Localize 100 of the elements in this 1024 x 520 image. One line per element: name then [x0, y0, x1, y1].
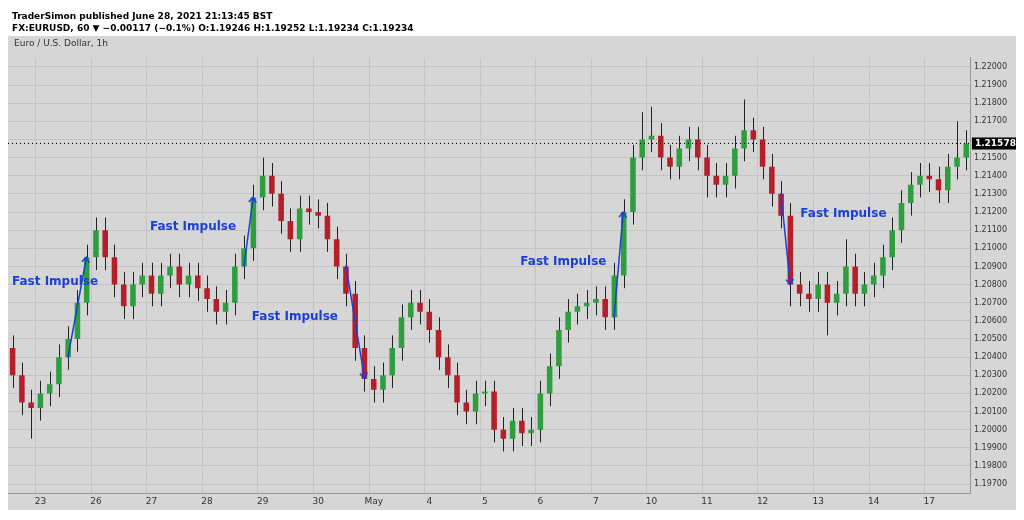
- candlestick: [204, 275, 210, 313]
- x-tick-label: 14: [867, 495, 880, 506]
- candlestick: [222, 289, 229, 325]
- y-tick-label: 1.22000: [973, 61, 1008, 71]
- candlestick: [176, 253, 183, 298]
- x-tick-label: 27: [145, 495, 158, 506]
- candlestick: [695, 126, 701, 171]
- ref-line-label: 1.21578: [974, 137, 1016, 148]
- candlestick: [157, 262, 164, 307]
- annotation: Fast Impulse: [251, 308, 338, 323]
- candlestick: [426, 298, 433, 344]
- candlestick: [574, 293, 581, 325]
- candlestick: [704, 144, 710, 198]
- x-tick-label: 7: [593, 495, 599, 506]
- annotation: Fast Impulse: [800, 205, 887, 220]
- candlestick: [796, 271, 803, 307]
- y-tick-label: 1.19800: [973, 461, 1008, 471]
- x-tick-label: 10: [645, 495, 658, 506]
- y-tick-label: 1.20700: [973, 297, 1008, 307]
- candlestick: [380, 362, 386, 403]
- candlestick: [565, 298, 571, 344]
- y-tick-label: 1.19900: [973, 442, 1008, 452]
- annotation: Fast Impulse: [149, 218, 237, 233]
- chart-title: Euro / U.S. Dollar, 1h: [13, 37, 109, 50]
- candlestick: [195, 262, 201, 302]
- candlestick: [130, 271, 136, 320]
- candlestick: [861, 271, 868, 307]
- candlestick: [935, 166, 942, 204]
- candlestick: [167, 253, 173, 289]
- x-tick-label: 13: [812, 495, 824, 506]
- x-tick-label: 6: [537, 495, 544, 506]
- candlestick: [676, 135, 683, 180]
- x-tick-label: 23: [34, 495, 47, 506]
- candlestick: [528, 416, 534, 447]
- x-tick-label: 12: [756, 495, 769, 506]
- y-tick-label: 1.21100: [973, 225, 1008, 235]
- candlestick: [139, 262, 146, 298]
- candlestick: [46, 371, 53, 407]
- candlestick: [944, 153, 951, 204]
- candlestick: [639, 111, 646, 171]
- y-tick-label: 1.20400: [973, 352, 1008, 362]
- candlestick: [750, 117, 757, 153]
- candlestick: [306, 195, 312, 226]
- candlestick: [185, 262, 192, 298]
- y-tick-label: 1.20300: [973, 370, 1008, 380]
- candlestick: [685, 126, 692, 162]
- candlestick: [213, 285, 220, 325]
- candlestick: [472, 380, 479, 425]
- y-tick-label: 1.21400: [973, 170, 1008, 180]
- candlestick: [667, 144, 673, 180]
- y-tick-label: 1.20900: [973, 261, 1008, 271]
- candlestick: [593, 285, 599, 316]
- chart-subtitle: FX:EURUSD, 60 ▼ −0.00117 (−0.1%) O:1.19246 H:1.19252 L:1.19234 C:1.19234: [12, 22, 415, 34]
- y-tick-label: 1.20600: [973, 315, 1008, 325]
- candlestick: [315, 198, 321, 229]
- x-tick-label: 17: [923, 495, 935, 506]
- candlestick: [963, 129, 970, 171]
- y-tick-label: 1.19700: [973, 479, 1008, 489]
- y-tick-label: 1.21300: [973, 188, 1008, 198]
- candlestick: [602, 285, 608, 331]
- candlestick: [722, 162, 729, 198]
- candlestick: [907, 171, 914, 217]
- y-tick-label: 1.20800: [973, 279, 1008, 289]
- candlestick: [500, 416, 507, 452]
- candlestick: [657, 122, 664, 171]
- candlestick: [519, 407, 525, 447]
- text: TraderSimon published June 28, 2021 21:13:45 BST: [12, 10, 274, 22]
- y-tick-label: 1.21900: [973, 80, 1008, 90]
- candlestick: [926, 162, 933, 193]
- candlestick: [28, 389, 34, 440]
- candlestick: [815, 271, 821, 313]
- annotation: Fast Impulse: [520, 254, 607, 269]
- candlestick: [407, 289, 414, 331]
- candlestick: [269, 162, 275, 208]
- candlestick: [870, 262, 877, 298]
- candlestick: [954, 120, 960, 180]
- candlestick: [417, 289, 423, 325]
- y-tick-label: 1.21500: [973, 152, 1008, 162]
- y-tick-label: 1.20100: [973, 406, 1008, 416]
- y-tick-label: 1.21800: [973, 98, 1008, 108]
- x-tick-label: 30: [312, 495, 325, 506]
- y-tick-label: 1.20500: [973, 334, 1008, 344]
- candlestick: [917, 162, 923, 198]
- candlestick: [880, 244, 886, 289]
- candlestick: [120, 271, 127, 320]
- candlestick: [806, 280, 812, 313]
- candlestick: [445, 343, 451, 389]
- candlestick: [370, 365, 377, 403]
- x-tick-label: May: [364, 495, 384, 506]
- candlestick: [833, 280, 840, 316]
- candlestick: [741, 99, 747, 162]
- x-tick-label: 29: [256, 495, 269, 506]
- x-tick-label: 28: [201, 495, 214, 506]
- x-tick-label: 26: [90, 495, 102, 506]
- y-tick-label: 1.20000: [973, 424, 1008, 434]
- x-tick-label: 4: [426, 495, 433, 506]
- y-tick-label: 1.21700: [973, 116, 1008, 126]
- y-tick-label: 1.21000: [973, 243, 1008, 253]
- x-tick-label: 5: [481, 495, 488, 506]
- y-tick-label: 1.20200: [973, 388, 1008, 398]
